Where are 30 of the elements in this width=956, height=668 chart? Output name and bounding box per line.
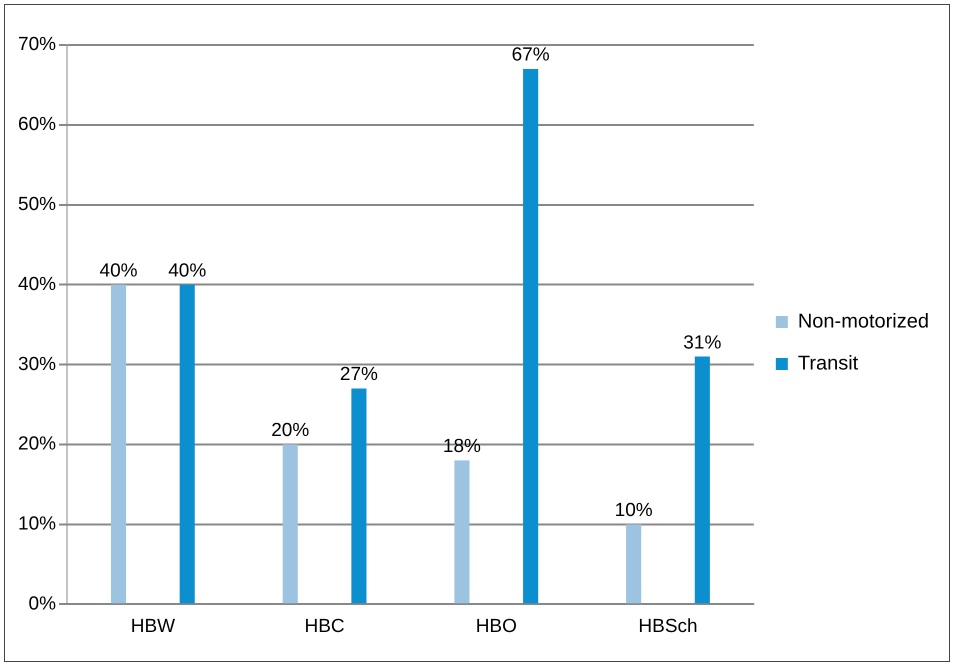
y-tick-label: 20% [18, 434, 56, 455]
y-tick-label: 60% [18, 114, 56, 136]
x-tick-label: HBW [130, 616, 176, 637]
bar [282, 444, 298, 604]
data-label: 10% [614, 500, 653, 522]
data-label: 20% [271, 420, 310, 442]
bar [180, 284, 195, 604]
bar [694, 356, 710, 604]
data-label: 27% [340, 364, 378, 386]
bar [110, 284, 126, 604]
x-tick-label: HBSch [638, 616, 698, 637]
data-label: 31% [683, 332, 722, 354]
bar [454, 460, 470, 604]
data-label: 40% [168, 260, 206, 282]
bar [626, 524, 642, 604]
y-tick-label: 50% [18, 194, 56, 216]
y-tick-label: 70% [18, 34, 56, 56]
x-tick-label: HBO [476, 616, 517, 637]
y-tick-label: 40% [18, 274, 56, 295]
data-label: 40% [100, 260, 138, 282]
data-label: 18% [442, 436, 482, 458]
y-tick-label: 0% [28, 593, 56, 614]
legend-label: Non-motorized [798, 310, 930, 333]
legend-label: Transit [798, 352, 859, 375]
data-label: 67% [512, 44, 550, 66]
y-tick-label: 30% [18, 354, 56, 375]
y-tick-label: 10% [18, 514, 56, 535]
x-tick-label: HBC [304, 616, 345, 637]
bar [523, 68, 538, 604]
bar [351, 388, 366, 604]
